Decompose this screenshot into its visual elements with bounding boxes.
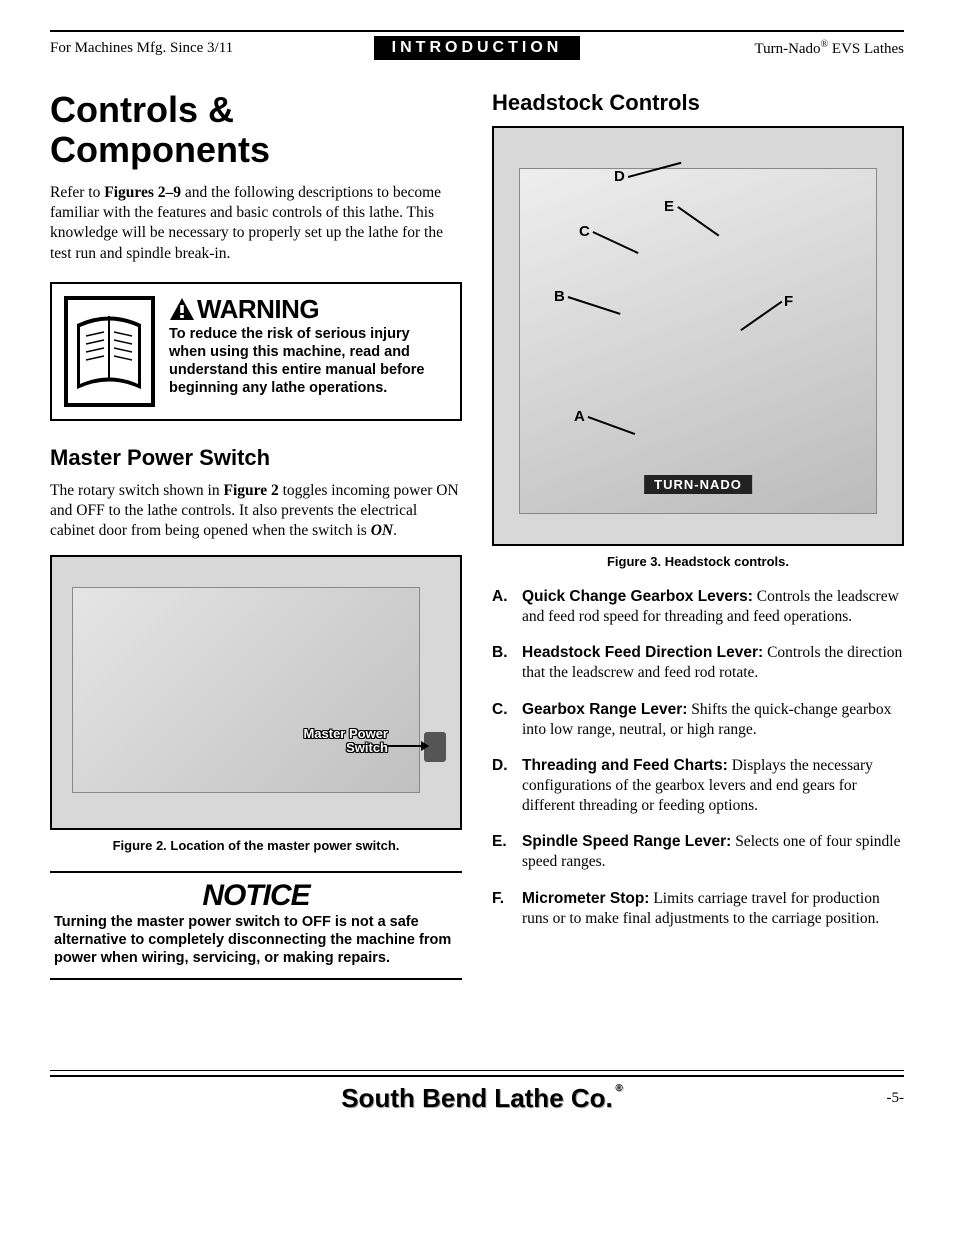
warning-text-block: WARNING To reduce the risk of serious in… xyxy=(169,294,450,398)
item-letter: B. xyxy=(492,643,510,683)
header-right-suffix: EVS Lathes xyxy=(828,41,904,57)
item-text: Spindle Speed Range Lever: Selects one o… xyxy=(522,832,904,872)
list-item: D. Threading and Feed Charts: Displays t… xyxy=(492,756,904,816)
item-letter: D. xyxy=(492,756,510,816)
headstock-heading: Headstock Controls xyxy=(492,90,904,116)
callout-c: C xyxy=(579,223,590,240)
callout-b: B xyxy=(554,288,565,305)
warning-headline-text: WARNING xyxy=(197,294,319,325)
mps-callout-label: Master Power Switch xyxy=(303,727,388,756)
mps-figure-ref: Figure 2 xyxy=(223,482,278,499)
page-footer: South Bend Lathe Co. ® -5- xyxy=(50,1070,904,1114)
figure-3-caption: Figure 3. Headstock controls. xyxy=(492,554,904,569)
callout-f: F xyxy=(784,293,793,310)
figure-2-caption: Figure 2. Location of the master power s… xyxy=(50,838,462,853)
mps-label-line1: Master Power xyxy=(303,726,388,741)
item-letter: F. xyxy=(492,889,510,929)
intro-figures-ref: Figures 2–9 xyxy=(104,184,181,201)
page-number: -5- xyxy=(887,1090,905,1107)
item-text: Quick Change Gearbox Levers: Controls th… xyxy=(522,587,904,627)
left-column: Controls & Components Refer to Figures 2… xyxy=(50,90,462,980)
warning-body-text: To reduce the risk of serious injury whe… xyxy=(169,325,450,398)
notice-box: NOTICE Turning the master power switch t… xyxy=(50,871,462,979)
item-letter: E. xyxy=(492,832,510,872)
content-columns: Controls & Components Refer to Figures 2… xyxy=(50,90,904,980)
item-text: Gearbox Range Lever: Shifts the quick-ch… xyxy=(522,700,904,740)
top-rule xyxy=(50,30,904,32)
intro-paragraph: Refer to Figures 2–9 and the following d… xyxy=(50,183,462,264)
warning-headline: WARNING xyxy=(169,294,450,325)
footer-row: South Bend Lathe Co. ® -5- xyxy=(50,1077,904,1114)
right-column: Headstock Controls TURN-NADO A B C D E F… xyxy=(492,90,904,980)
mps-heading: Master Power Switch xyxy=(50,445,462,471)
item-text: Headstock Feed Direction Lever: Controls… xyxy=(522,643,904,683)
item-title: Micrometer Stop: xyxy=(522,890,649,907)
item-text: Threading and Feed Charts: Displays the … xyxy=(522,756,904,816)
notice-headline: NOTICE xyxy=(54,879,458,913)
item-letter: C. xyxy=(492,700,510,740)
page-title: Controls & Components xyxy=(50,90,462,169)
figure-3-box: TURN-NADO A B C D E F xyxy=(492,126,904,546)
item-title: Quick Change Gearbox Levers: xyxy=(522,588,753,605)
turn-nado-badge: TURN-NADO xyxy=(644,475,752,494)
callout-d: D xyxy=(614,168,625,185)
item-text: Micrometer Stop: Limits carriage travel … xyxy=(522,889,904,929)
page-header: For Machines Mfg. Since 3/11 INTRODUCTIO… xyxy=(50,36,904,60)
footer-rule-thin xyxy=(50,1070,904,1071)
mps-label-line2: Switch xyxy=(346,740,388,755)
company-name: South Bend Lathe Co. ® xyxy=(341,1083,613,1114)
mps-on-word: ON xyxy=(371,522,393,539)
item-title: Headstock Feed Direction Lever: xyxy=(522,644,763,661)
header-left-text: For Machines Mfg. Since 3/11 xyxy=(50,40,374,57)
mps-para-pre: The rotary switch shown in xyxy=(50,482,223,499)
warning-box: WARNING To reduce the risk of serious in… xyxy=(50,282,462,421)
figure-2-box: Master Power Switch xyxy=(50,555,462,830)
header-right-text: Turn-Nado® EVS Lathes xyxy=(580,39,904,58)
list-item: B. Headstock Feed Direction Lever: Contr… xyxy=(492,643,904,683)
notice-body-text: Turning the master power switch to OFF i… xyxy=(54,913,458,967)
mps-paragraph: The rotary switch shown in Figure 2 togg… xyxy=(50,481,462,541)
callout-e: E xyxy=(664,198,674,215)
item-title: Gearbox Range Lever: xyxy=(522,701,687,718)
list-item: A. Quick Change Gearbox Levers: Controls… xyxy=(492,587,904,627)
header-right-prefix: Turn-Nado xyxy=(754,41,820,57)
header-center-badge: INTRODUCTION xyxy=(374,36,581,60)
item-letter: A. xyxy=(492,587,510,627)
item-title: Threading and Feed Charts: xyxy=(522,757,728,774)
intro-pre: Refer to xyxy=(50,184,104,201)
list-item: C. Gearbox Range Lever: Shifts the quick… xyxy=(492,700,904,740)
registered-mark-footer: ® xyxy=(615,1083,622,1094)
list-item: F. Micrometer Stop: Limits carriage trav… xyxy=(492,889,904,929)
mps-para-end: . xyxy=(393,522,397,539)
lathe-rear-illustration xyxy=(72,587,420,793)
headstock-item-list: A. Quick Change Gearbox Levers: Controls… xyxy=(492,587,904,929)
list-item: E. Spindle Speed Range Lever: Selects on… xyxy=(492,832,904,872)
item-title: Spindle Speed Range Lever: xyxy=(522,833,731,850)
mps-arrow-icon xyxy=(388,745,428,747)
callout-a: A xyxy=(574,408,585,425)
warning-triangle-icon xyxy=(169,297,195,321)
company-text: South Bend Lathe Co. xyxy=(341,1083,613,1113)
manual-book-icon xyxy=(62,294,157,409)
